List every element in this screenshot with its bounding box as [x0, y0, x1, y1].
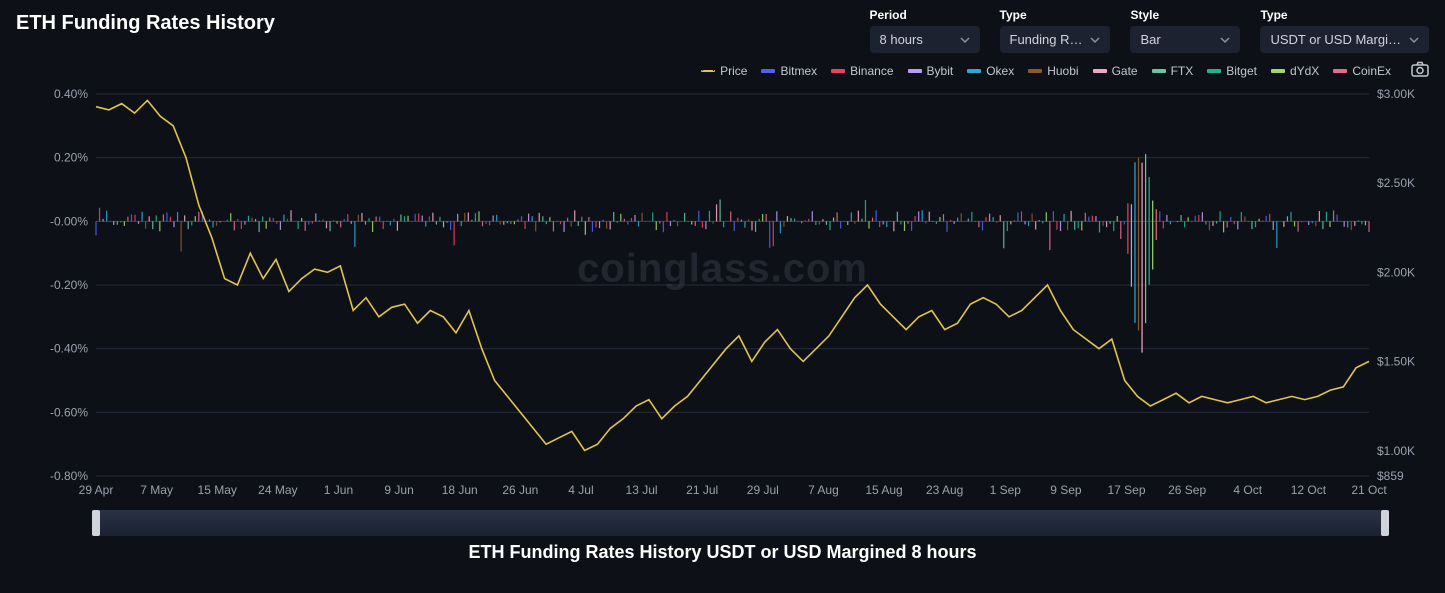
chevron-down-icon: [1090, 35, 1100, 45]
svg-text:-0.40%: -0.40%: [50, 342, 88, 356]
camera-icon[interactable]: [1411, 61, 1429, 80]
legend-swatch: [1271, 69, 1285, 73]
chevron-down-icon: [960, 35, 970, 45]
legend-swatch: [1028, 69, 1042, 73]
chevron-down-icon: [1409, 35, 1419, 45]
svg-text:15 Aug: 15 Aug: [865, 483, 902, 497]
svg-text:4 Oct: 4 Oct: [1233, 483, 1262, 497]
legend-label: Huobi: [1047, 64, 1078, 78]
legend-item-bybit[interactable]: Bybit: [908, 64, 954, 78]
style-label: Style: [1130, 8, 1240, 22]
svg-text:24 May: 24 May: [258, 483, 297, 497]
chart-area[interactable]: -0.80% -0.60% -0.40% -0.20% -0.00% 0.20% 0.40%…: [16, 84, 1429, 504]
svg-text:1 Jun: 1 Jun: [324, 483, 353, 497]
svg-text:15 May: 15 May: [198, 483, 237, 497]
svg-text:-0.00%: -0.00%: [50, 214, 88, 228]
svg-text:$1.00K: $1.00K: [1377, 444, 1415, 458]
legend-label: FTX: [1171, 64, 1194, 78]
legend-swatch: [701, 70, 715, 72]
svg-text:0.20%: 0.20%: [54, 151, 88, 165]
time-brush[interactable]: [92, 510, 1389, 536]
period-value: 8 hours: [880, 32, 923, 47]
page-title: ETH Funding Rates History: [16, 12, 275, 35]
legend-swatch: [761, 69, 775, 73]
svg-text:$2.50K: $2.50K: [1377, 176, 1415, 190]
type1-value: Funding R…: [1010, 32, 1083, 47]
legend-swatch: [1207, 69, 1221, 73]
svg-text:7 May: 7 May: [140, 483, 173, 497]
legend-swatch: [1333, 69, 1347, 73]
svg-text:$859: $859: [1377, 469, 1404, 483]
legend-swatch: [967, 69, 981, 73]
style-dropdown[interactable]: Bar: [1130, 26, 1240, 53]
svg-text:$3.00K: $3.00K: [1377, 87, 1415, 101]
legend-item-coinex[interactable]: CoinEx: [1333, 64, 1391, 78]
svg-text:17 Sep: 17 Sep: [1108, 483, 1146, 497]
svg-text:26 Jun: 26 Jun: [502, 483, 538, 497]
legend-item-bitget[interactable]: Bitget: [1207, 64, 1257, 78]
legend-label: Price: [720, 64, 747, 78]
legend-label: CoinEx: [1352, 64, 1391, 78]
legend-item-okex[interactable]: Okex: [967, 64, 1014, 78]
legend-item-ftx[interactable]: FTX: [1152, 64, 1194, 78]
period-label: Period: [870, 8, 980, 22]
svg-text:4 Jul: 4 Jul: [568, 483, 593, 497]
legend-item-dydx[interactable]: dYdX: [1271, 64, 1319, 78]
svg-text:13 Jul: 13 Jul: [626, 483, 658, 497]
funding-chart[interactable]: -0.80% -0.60% -0.40% -0.20% -0.00% 0.20% 0.40%…: [16, 84, 1429, 504]
legend-swatch: [1152, 69, 1166, 73]
controls-bar: Period 8 hours Type Funding R… Style Bar: [870, 8, 1430, 53]
legend-swatch: [1093, 69, 1107, 73]
svg-text:29 Jul: 29 Jul: [747, 483, 779, 497]
svg-text:26 Sep: 26 Sep: [1168, 483, 1206, 497]
svg-text:12 Oct: 12 Oct: [1291, 483, 1327, 497]
chart-caption: ETH Funding Rates History USDT or USD Ma…: [0, 542, 1445, 563]
legend-item-price[interactable]: Price: [701, 64, 747, 78]
svg-text:0.40%: 0.40%: [54, 87, 88, 101]
svg-text:7 Aug: 7 Aug: [808, 483, 839, 497]
legend-label: Bybit: [927, 64, 954, 78]
brush-handle-right[interactable]: [1381, 510, 1389, 536]
legend-label: Bitmex: [780, 64, 817, 78]
svg-text:-0.60%: -0.60%: [50, 405, 88, 419]
svg-text:23 Aug: 23 Aug: [926, 483, 963, 497]
svg-text:21 Oct: 21 Oct: [1351, 483, 1387, 497]
legend-item-huobi[interactable]: Huobi: [1028, 64, 1078, 78]
svg-text:18 Jun: 18 Jun: [442, 483, 478, 497]
svg-text:9 Sep: 9 Sep: [1050, 483, 1082, 497]
period-dropdown[interactable]: 8 hours: [870, 26, 980, 53]
type2-dropdown[interactable]: USDT or USD Margi…: [1260, 26, 1429, 53]
legend-label: Gate: [1112, 64, 1138, 78]
legend-label: Okex: [986, 64, 1014, 78]
legend-swatch: [831, 69, 845, 73]
legend-label: dYdX: [1290, 64, 1319, 78]
svg-text:29 Apr: 29 Apr: [79, 483, 114, 497]
svg-text:$1.50K: $1.50K: [1377, 355, 1415, 369]
legend-item-binance[interactable]: Binance: [831, 64, 893, 78]
type1-dropdown[interactable]: Funding R…: [1000, 26, 1111, 53]
type1-label: Type: [1000, 8, 1111, 22]
legend-label: Binance: [850, 64, 893, 78]
chevron-down-icon: [1220, 35, 1230, 45]
svg-text:21 Jul: 21 Jul: [686, 483, 718, 497]
type2-label: Type: [1260, 8, 1429, 22]
legend-swatch: [908, 69, 922, 73]
legend-label: Bitget: [1226, 64, 1257, 78]
svg-text:9 Jun: 9 Jun: [384, 483, 413, 497]
type2-value: USDT or USD Margi…: [1270, 32, 1401, 47]
svg-text:-0.20%: -0.20%: [50, 278, 88, 292]
legend-item-gate[interactable]: Gate: [1093, 64, 1138, 78]
legend: Price Bitmex Binance Bybit Okex Huobi Gate FTX B…: [0, 53, 1445, 84]
legend-item-bitmex[interactable]: Bitmex: [761, 64, 817, 78]
brush-handle-left[interactable]: [92, 510, 100, 536]
svg-text:-0.80%: -0.80%: [50, 469, 88, 483]
svg-text:1 Sep: 1 Sep: [990, 483, 1022, 497]
style-value: Bar: [1140, 32, 1160, 47]
svg-text:$2.00K: $2.00K: [1377, 265, 1415, 279]
